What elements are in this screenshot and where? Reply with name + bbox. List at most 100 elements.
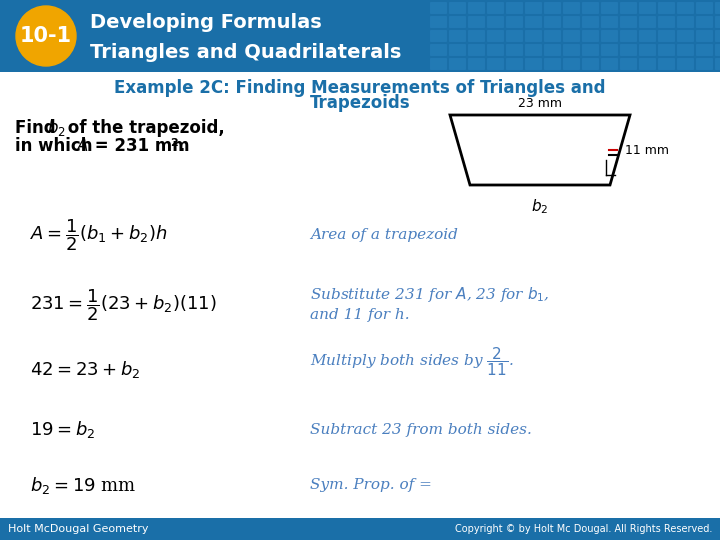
Text: Area of a trapezoid: Area of a trapezoid [310,228,458,242]
FancyBboxPatch shape [658,2,674,13]
Text: Multiply both sides by $\dfrac{2}{11}$.: Multiply both sides by $\dfrac{2}{11}$. [310,346,513,379]
FancyBboxPatch shape [525,16,541,27]
FancyBboxPatch shape [544,2,560,13]
FancyBboxPatch shape [468,30,484,41]
FancyBboxPatch shape [468,44,484,55]
FancyBboxPatch shape [449,2,465,13]
FancyBboxPatch shape [430,30,446,41]
Circle shape [16,6,76,66]
FancyBboxPatch shape [639,30,655,41]
FancyBboxPatch shape [0,518,720,540]
Text: Holt McDougal Geometry: Holt McDougal Geometry [8,524,148,534]
FancyBboxPatch shape [639,44,655,55]
FancyBboxPatch shape [658,44,674,55]
Text: $b_2$: $b_2$ [47,118,66,138]
FancyBboxPatch shape [449,16,465,27]
Text: of the trapezoid,: of the trapezoid, [62,119,225,137]
FancyBboxPatch shape [563,30,579,41]
FancyBboxPatch shape [677,58,693,69]
FancyBboxPatch shape [715,2,720,13]
FancyBboxPatch shape [468,16,484,27]
FancyBboxPatch shape [715,58,720,69]
Text: $42 = 23 + b_2$: $42 = 23 + b_2$ [30,360,140,381]
FancyBboxPatch shape [430,58,446,69]
FancyBboxPatch shape [677,44,693,55]
FancyBboxPatch shape [696,30,712,41]
FancyBboxPatch shape [715,30,720,41]
FancyBboxPatch shape [563,16,579,27]
FancyBboxPatch shape [506,2,522,13]
FancyBboxPatch shape [430,16,446,27]
Text: $b_2$: $b_2$ [531,197,549,215]
FancyBboxPatch shape [449,58,465,69]
Text: $231 = \dfrac{1}{2}(23 + b_2)(11)$: $231 = \dfrac{1}{2}(23 + b_2)(11)$ [30,287,217,323]
FancyBboxPatch shape [639,2,655,13]
FancyBboxPatch shape [620,30,636,41]
Text: Trapezoids: Trapezoids [310,94,410,112]
FancyBboxPatch shape [563,2,579,13]
FancyBboxPatch shape [525,58,541,69]
FancyBboxPatch shape [0,0,720,72]
FancyBboxPatch shape [620,16,636,27]
FancyBboxPatch shape [582,2,598,13]
FancyBboxPatch shape [582,44,598,55]
FancyBboxPatch shape [430,2,446,13]
Text: Copyright © by Holt Mc Dougal. All Rights Reserved.: Copyright © by Holt Mc Dougal. All Right… [454,524,712,534]
FancyBboxPatch shape [525,30,541,41]
FancyBboxPatch shape [601,30,617,41]
FancyBboxPatch shape [677,16,693,27]
FancyBboxPatch shape [582,58,598,69]
FancyBboxPatch shape [563,44,579,55]
FancyBboxPatch shape [620,44,636,55]
FancyBboxPatch shape [715,16,720,27]
FancyBboxPatch shape [582,30,598,41]
FancyBboxPatch shape [487,16,503,27]
Text: Example 2C: Finding Measurements of Triangles and: Example 2C: Finding Measurements of Tria… [114,79,606,97]
FancyBboxPatch shape [696,44,712,55]
FancyBboxPatch shape [487,30,503,41]
Text: Find: Find [15,119,61,137]
FancyBboxPatch shape [601,2,617,13]
Text: $b_2 = 19$ mm: $b_2 = 19$ mm [30,475,136,496]
Text: .: . [178,137,184,155]
Text: Developing Formulas: Developing Formulas [90,12,322,31]
FancyBboxPatch shape [639,58,655,69]
FancyBboxPatch shape [677,30,693,41]
FancyBboxPatch shape [487,2,503,13]
Text: 11 mm: 11 mm [625,144,669,157]
Text: $19 = b_2$: $19 = b_2$ [30,420,95,441]
FancyBboxPatch shape [696,16,712,27]
Text: 23 mm: 23 mm [518,97,562,110]
Text: 10-1: 10-1 [20,26,72,46]
FancyBboxPatch shape [544,30,560,41]
FancyBboxPatch shape [601,58,617,69]
FancyBboxPatch shape [544,58,560,69]
FancyBboxPatch shape [506,58,522,69]
FancyBboxPatch shape [677,2,693,13]
FancyBboxPatch shape [449,44,465,55]
Text: Subtract 23 from both sides.: Subtract 23 from both sides. [310,423,532,437]
Text: in which: in which [15,137,98,155]
FancyBboxPatch shape [525,2,541,13]
FancyBboxPatch shape [525,44,541,55]
FancyBboxPatch shape [582,16,598,27]
FancyBboxPatch shape [601,44,617,55]
Text: and 11 for h.: and 11 for h. [310,308,410,322]
FancyBboxPatch shape [658,16,674,27]
FancyBboxPatch shape [468,58,484,69]
FancyBboxPatch shape [620,2,636,13]
Text: $A$: $A$ [76,137,89,155]
Text: $A = \dfrac{1}{2}(b_1 + b_2)h$: $A = \dfrac{1}{2}(b_1 + b_2)h$ [30,217,167,253]
FancyBboxPatch shape [468,2,484,13]
FancyBboxPatch shape [506,30,522,41]
FancyBboxPatch shape [430,44,446,55]
FancyBboxPatch shape [449,30,465,41]
Text: = 231 mm: = 231 mm [89,137,189,155]
FancyBboxPatch shape [696,2,712,13]
Text: Substitute 231 for $A$, 23 for $b_1$,: Substitute 231 for $A$, 23 for $b_1$, [310,286,550,305]
FancyBboxPatch shape [487,44,503,55]
Text: Sym. Prop. of =: Sym. Prop. of = [310,478,432,492]
FancyBboxPatch shape [544,16,560,27]
FancyBboxPatch shape [696,58,712,69]
FancyBboxPatch shape [563,58,579,69]
